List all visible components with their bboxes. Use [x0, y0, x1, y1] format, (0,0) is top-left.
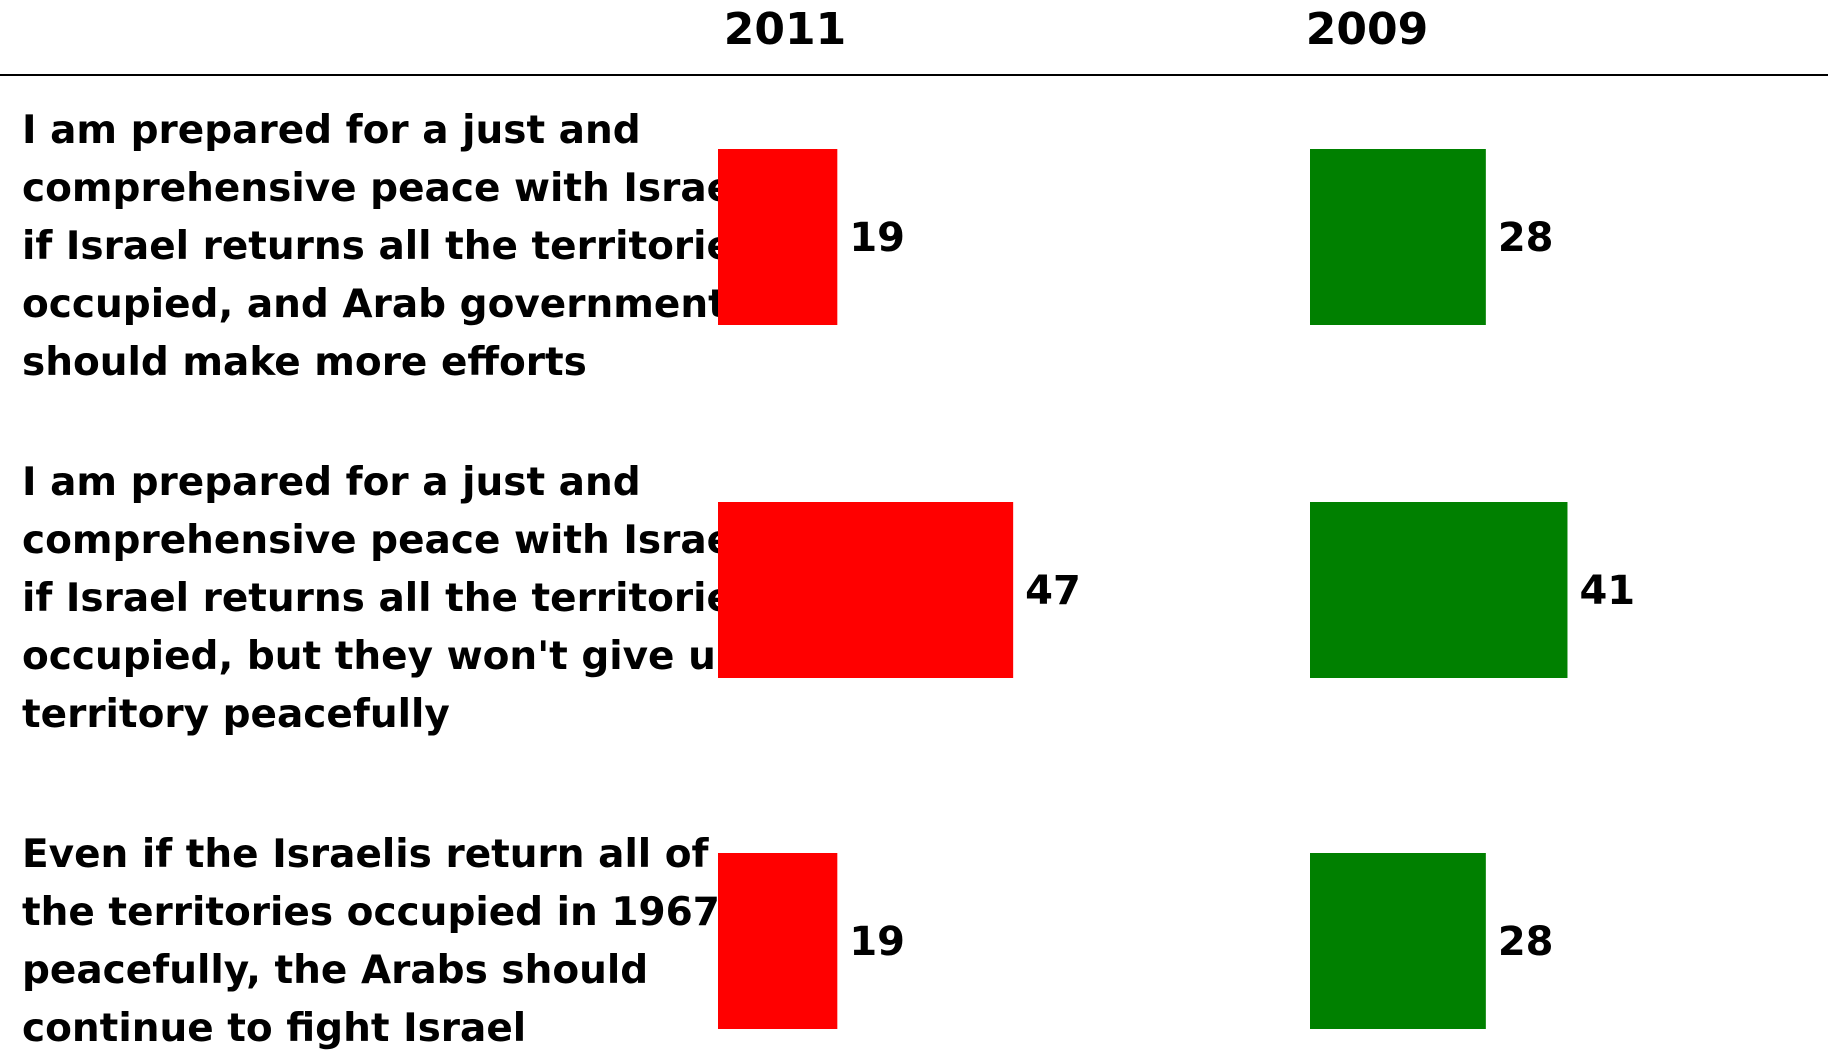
value-label-2009-row-1: 28: [1498, 215, 1554, 261]
row-label-line: peacefully, the Arabs should: [22, 948, 649, 993]
row-label-line: I am prepared for a just and: [22, 108, 641, 153]
row-label-2: I am prepared for a just and comprehensiv…: [22, 454, 757, 744]
value-label-2009-row-3: 28: [1498, 919, 1554, 965]
row-label-line: territory peacefully: [22, 692, 450, 737]
row-label-line: occupied, and Arab governments: [22, 282, 750, 327]
row-label-1: I am prepared for a just and comprehensiv…: [22, 102, 757, 392]
row-label-line: continue to fight Israel: [22, 1006, 527, 1051]
bar-2009-row-2: [1310, 502, 1568, 678]
value-label-2011-row-2: 47: [1025, 568, 1081, 614]
row-label-line: should make more efforts: [22, 340, 587, 385]
row-label-line: occupied, but they won't give up: [22, 634, 744, 679]
bar-2009-row-3: [1310, 853, 1486, 1029]
row-label-line: comprehensive peace with Israel: [22, 166, 747, 211]
value-label-2011-row-3: 19: [849, 919, 905, 965]
bar-2009-row-1: [1310, 149, 1486, 325]
row-label-line: Even if the Israelis return all of: [22, 832, 709, 877]
column-header-2011: 2011: [724, 4, 846, 55]
bars-group: 19 28 47 41 19 28: [718, 149, 1635, 1029]
row-label-line: comprehensive peace with Israel: [22, 518, 747, 563]
column-header-2009: 2009: [1306, 4, 1428, 55]
bar-2011-row-1: [718, 149, 838, 325]
row-label-line: if Israel returns all the territories: [22, 224, 757, 269]
bar-2011-row-2: [718, 502, 1014, 678]
row-label-line: I am prepared for a just and: [22, 460, 641, 505]
value-label-2011-row-1: 19: [849, 215, 905, 261]
value-label-2009-row-2: 41: [1579, 568, 1635, 614]
row-label-line: the territories occupied in 1967: [22, 890, 720, 935]
bar-2011-row-3: [718, 853, 838, 1029]
row-label-line: if Israel returns all the territories: [22, 576, 757, 621]
row-label-3: Even if the Israelis return all of the te…: [22, 826, 720, 1058]
